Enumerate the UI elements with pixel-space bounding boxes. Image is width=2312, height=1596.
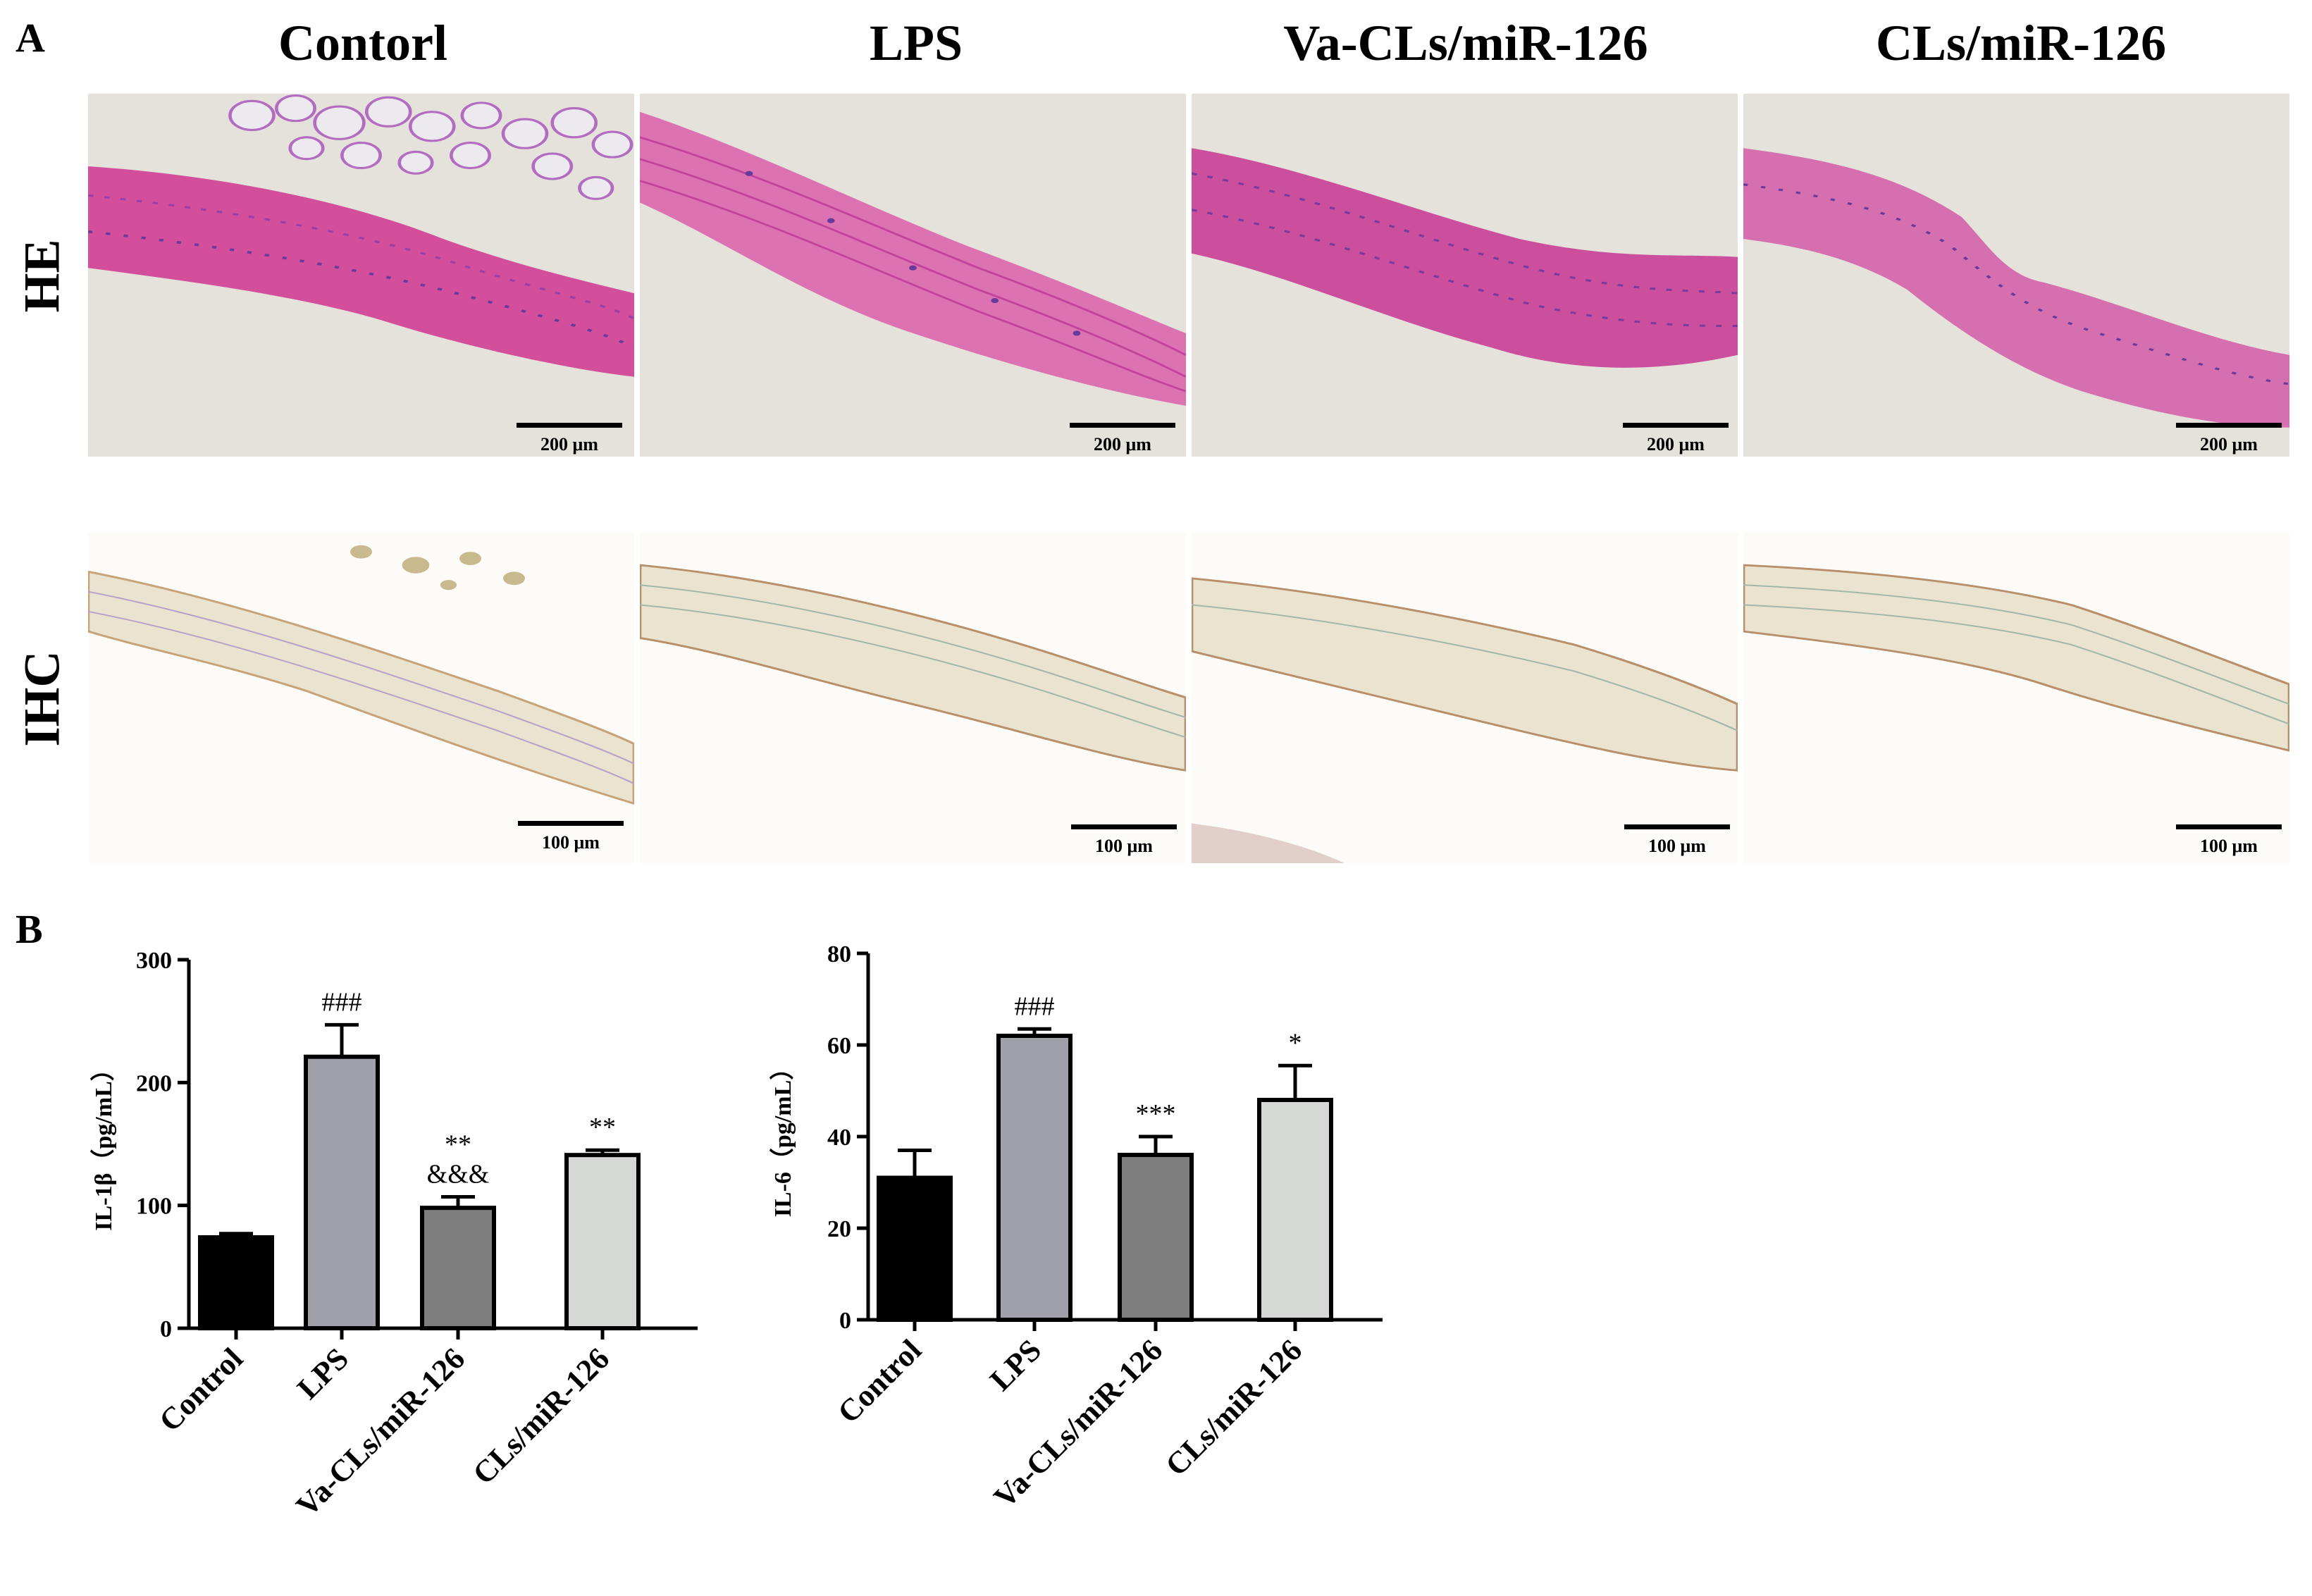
scalebar-label: 100 μm bbox=[2200, 836, 2258, 856]
il6-y-tick-label: 20 bbox=[827, 1216, 851, 1242]
il1b-x-tick-label: CLs/miR-126 bbox=[466, 1341, 616, 1491]
il6-bar-2 bbox=[1118, 1153, 1194, 1322]
il6-x-tick-label: CLs/miR-126 bbox=[1158, 1332, 1309, 1483]
scalebar-label: 100 μm bbox=[542, 832, 600, 853]
column-title-control: Contorl bbox=[278, 15, 447, 71]
ihc-image-control bbox=[88, 532, 634, 863]
scalebar-line bbox=[1071, 824, 1177, 829]
il1b-y-tick-label: 300 bbox=[136, 948, 172, 974]
il1b-significance-label: &&& bbox=[427, 1159, 490, 1189]
scalebar-line bbox=[517, 423, 622, 428]
row-label-ihc: IHC bbox=[13, 650, 70, 747]
il6-y-tick-label: 0 bbox=[839, 1308, 851, 1334]
scalebar-label: 200 μm bbox=[540, 434, 598, 454]
he-image-cls bbox=[1743, 94, 2289, 457]
il6-y-axis-label: IL-6（pg/mL） bbox=[769, 1056, 796, 1218]
il6-significance-label: *** bbox=[1136, 1099, 1176, 1129]
il1b-y-tick-label: 100 bbox=[136, 1194, 172, 1220]
scalebar-line bbox=[1623, 423, 1729, 428]
panel-b-label: B bbox=[16, 906, 43, 952]
il1b-bar-0 bbox=[198, 1235, 274, 1330]
scalebar-label: 200 μm bbox=[2200, 434, 2258, 454]
chart-panel-b: 0100200300IL-1β（pg/mL）Control###LPS**&&&… bbox=[89, 941, 1383, 1523]
ihc-image-va-cls bbox=[1192, 532, 1738, 863]
il6-x-tick-label: Control bbox=[831, 1332, 928, 1430]
il1b-bar-1 bbox=[304, 1054, 380, 1331]
il6-y-tick-label: 80 bbox=[827, 941, 851, 967]
il1b-x-tick-label: LPS bbox=[290, 1341, 355, 1406]
scalebar-line bbox=[1624, 824, 1730, 829]
scalebar-label: 100 μm bbox=[1648, 836, 1706, 856]
il1b-significance-label: ### bbox=[322, 987, 362, 1017]
scalebar-line bbox=[2176, 824, 2282, 829]
he-image-va-cls bbox=[1192, 94, 1738, 457]
il1b-x-tick-label: Control bbox=[152, 1341, 249, 1438]
il1b-significance-label: ** bbox=[445, 1130, 471, 1159]
il6-bar-3 bbox=[1257, 1098, 1333, 1322]
panel-a-label: A bbox=[16, 15, 45, 61]
il1b-significance-label: ** bbox=[589, 1113, 616, 1142]
il6-bar-1 bbox=[996, 1034, 1072, 1322]
ihc-image-lps bbox=[640, 532, 1186, 863]
il6-x-tick-label: LPS bbox=[983, 1332, 1048, 1397]
il1b-bar-3 bbox=[564, 1153, 641, 1330]
il6-y-tick-label: 40 bbox=[827, 1125, 851, 1151]
il6-bar-0 bbox=[877, 1175, 953, 1322]
ihc-image-cls bbox=[1743, 532, 2289, 863]
scalebar-line bbox=[518, 821, 624, 826]
row-label-he: HE bbox=[13, 239, 70, 313]
he-image-control bbox=[88, 94, 634, 457]
il1b-y-axis-label: IL-1β（pg/mL） bbox=[89, 1057, 117, 1231]
column-title-lps: LPS bbox=[869, 15, 963, 71]
il6-significance-label: ### bbox=[1015, 991, 1055, 1021]
scalebar-label: 100 μm bbox=[1095, 836, 1153, 856]
il6-significance-label: * bbox=[1289, 1028, 1302, 1058]
he-image-lps bbox=[640, 94, 1186, 457]
column-title-cls: CLs/miR-126 bbox=[1876, 15, 2166, 71]
column-title-va-cls: Va-CLs/miR-126 bbox=[1283, 15, 1648, 71]
il1b-bar-2 bbox=[420, 1206, 496, 1330]
scalebar-label: 200 μm bbox=[1094, 434, 1151, 454]
il1b-y-tick-label: 0 bbox=[160, 1316, 172, 1342]
scalebar-line bbox=[1070, 423, 1175, 428]
il1b-y-tick-label: 200 bbox=[136, 1070, 172, 1096]
il6-y-tick-label: 60 bbox=[827, 1033, 851, 1059]
scalebar-label: 200 μm bbox=[1647, 434, 1705, 454]
scalebar-line bbox=[2176, 423, 2282, 428]
